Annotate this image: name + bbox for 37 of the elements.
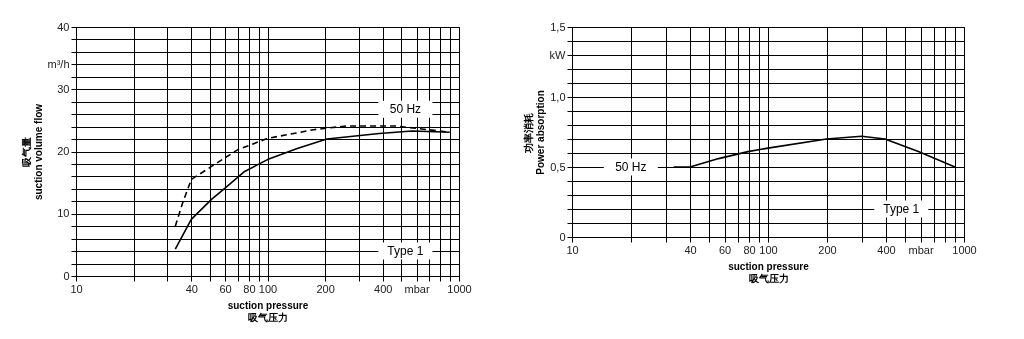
y-axis-title: 吸气量 suction volume flow [20,103,44,201]
x-tick-label: 1000 [447,282,472,295]
x-tick-label: 1000 [952,243,977,256]
x-tick-label: 200 [818,243,837,256]
x-tick-label: 40 [185,282,198,295]
y-axis-title: 功率消耗 Power absorption [522,90,546,175]
y-tick-label: 20 [57,145,70,157]
x-tick-label: 10 [70,282,83,295]
annotation: Type 1 [387,244,424,259]
x-tick-label: mbar [908,243,934,256]
y-tick-label: 30 [57,82,70,95]
x-tick-label: 60 [718,243,732,256]
y-tick-label: 0,5 [550,160,566,173]
x-axis-title: suction pressure 吸气压力 [227,299,309,323]
y-tick-label: 0 [63,269,70,282]
x-tick-label: 100 [759,243,778,256]
x-tick-label: 400 [877,243,896,256]
y-tick-label: 1,5 [550,20,566,33]
x-tick-label: 10 [566,243,579,256]
x-axis-title: suction pressure 吸气压力 [728,260,810,284]
x-tick-label: 60 [219,282,232,295]
x-tick-label: 80 [743,243,756,256]
x-tick-label: mbar [404,282,430,295]
x-tick-label: 80 [243,282,256,295]
annotation: 50 Hz [615,160,647,175]
x-tick-label: 200 [316,282,335,295]
y-tick-label: kW [549,48,567,61]
annotation: Type 1 [883,202,920,217]
x-tick-label: 40 [684,243,697,256]
annotation: 50 Hz [389,102,422,117]
y-tick-label: 10 [57,207,70,220]
x-tick-label: 100 [258,282,278,295]
y-tick-label: m³/h [47,57,70,70]
y-tick-label: 0 [559,230,566,243]
y-tick-label: 40 [57,20,70,33]
x-tick-label: 400 [374,282,393,295]
y-tick-label: 1,0 [550,90,566,103]
